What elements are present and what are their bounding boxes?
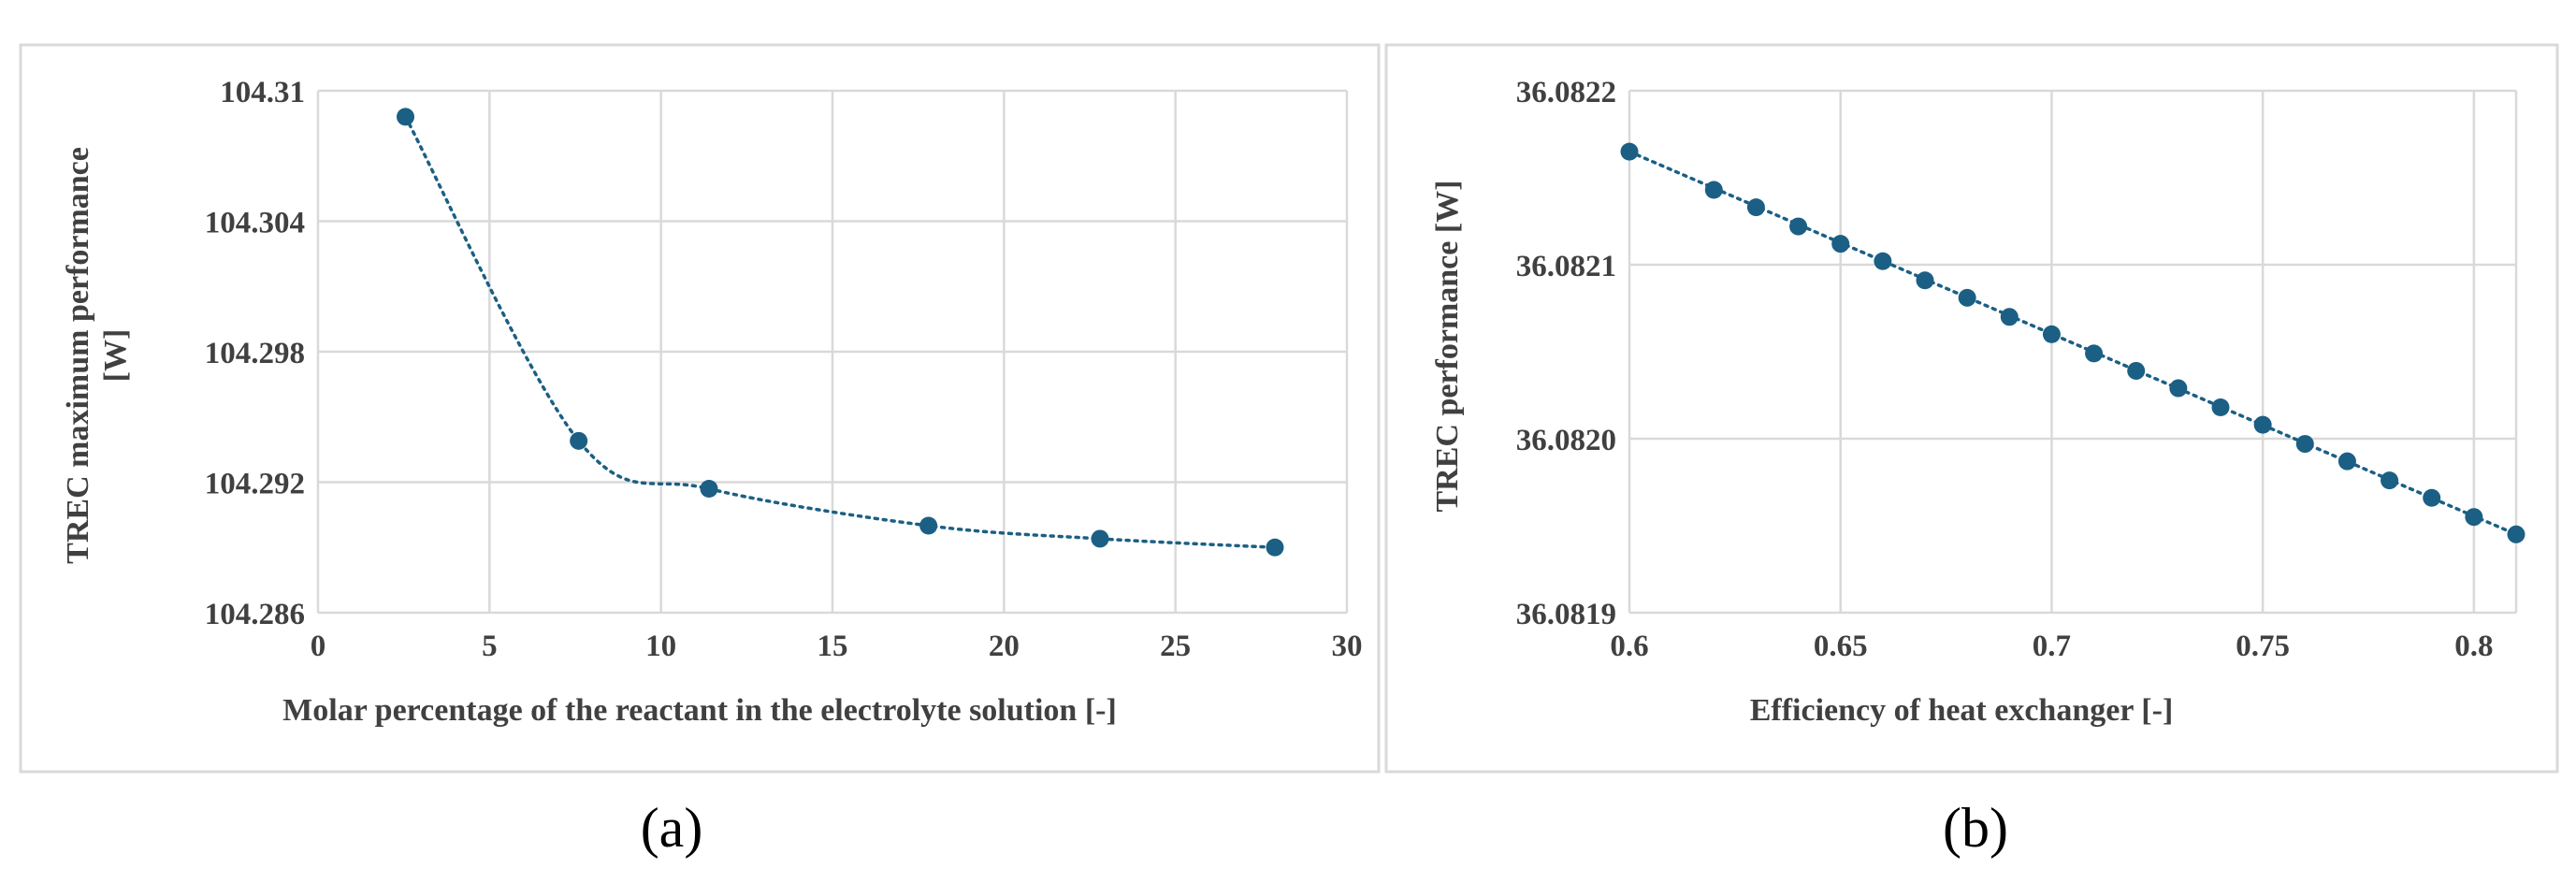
panel-b-data-point [1704,181,1723,199]
panel-b-x-tick-label: 0.65 [1814,630,1868,663]
panel-b-data-point [2423,488,2441,507]
panel-b-x-axis-label: Efficiency of heat exchanger [-] [1750,693,2174,728]
panel-a-y-axis-label-line1: TREC maximum performance [61,147,95,564]
panel-a-y-ticks: 104.286 104.292 104.298 104.304 104.31 [205,76,305,631]
panel-b-data-point [2337,452,2356,470]
panel-b-data-point [2295,435,2314,454]
panel-b-frame [1384,43,2559,774]
panel-a-x-axis-label: Molar percentage of the reactant in the … [282,693,1117,728]
panel-a-y-tick-label: 104.304 [205,207,305,240]
panel-a-y-tick-label: 104.292 [205,468,305,501]
panel-a-x-tick-label: 20 [989,630,1020,663]
panel-b-data-point [2253,415,2272,434]
panel-b-data-point [2211,398,2230,417]
panel-b-data-point [1746,198,1765,217]
panel-a-frame [19,43,1381,774]
panel-a-gridlines [316,89,1349,615]
panel-b-data-point [2085,344,2104,363]
panel-a-data-point [1266,538,1284,557]
panel-a-y-tick-label: 104.286 [205,598,305,631]
panel-a-x-tick-label: 15 [818,630,848,663]
panel-a-points [397,108,1284,557]
panel-b-data-point [1916,271,1934,290]
panel-b-data-point [2465,508,2483,527]
panel-b-data-point [1831,235,1850,253]
panel-b-data-point [2042,325,2061,343]
panel-a-x-tick-label: 30 [1332,630,1363,663]
panel-a-x-tick-label: 5 [482,630,498,663]
panel-a-x-tick-label: 25 [1160,630,1191,663]
panel-b-y-tick-label: 36.0822 [1516,76,1616,109]
panel-b-data-point [1620,142,1639,161]
panel-b-data-point [2381,471,2399,490]
panel-b-y-ticks: 36.0819 36.0820 36.0821 36.0822 [1516,76,1616,631]
panel-b-data-point [2507,525,2525,543]
panel-a-data-point [1091,529,1109,548]
panel-b-data-point [2169,379,2188,398]
panel-b-data-point [1874,252,1892,270]
panel-b-data-point [1789,217,1808,236]
panel-b-data-point [2127,361,2146,380]
panel-a-x-tick-label: 10 [645,630,676,663]
panel-b-y-tick-label: 36.0820 [1516,424,1616,457]
panel-b-y-tick-label: 36.0819 [1516,598,1616,631]
panel-b-y-axis-label: TREC performance [W] [1430,180,1465,512]
panel-a-caption: (a) [641,797,703,859]
chart-panel-a: 0 5 10 15 20 25 30 104.286 104.292 104.298 104.30… [19,43,1381,859]
panel-a-y-axis-label-line2: [W] [98,329,133,383]
panel-b-x-tick-label: 0.7 [2033,630,2071,663]
panel-a-y-tick-label: 104.31 [220,76,305,109]
panel-a-data-point [397,108,414,126]
panel-b-points [1620,142,2525,543]
panel-b-x-ticks: 0.6 0.65 0.7 0.75 0.8 [1610,630,2493,663]
panel-a-x-ticks: 0 5 10 15 20 25 30 [311,630,1363,663]
panel-a-data-point [700,479,718,498]
chart-panel-b: 0.6 0.65 0.7 0.75 0.8 36.081936.082036.08213… [1384,43,2559,859]
panel-b-data-point [1958,288,1976,307]
panel-a-data-point [570,431,588,450]
panel-a-y-tick-label: 104.298 [205,337,305,370]
panel-b-x-tick-label: 0.75 [2236,630,2290,663]
panel-b-data-point [2000,308,2019,326]
panel-b-x-tick-label: 0.6 [1610,630,1648,663]
panel-a-data-point [919,516,938,535]
panel-b-y-tick-label: 36.0821 [1516,250,1616,283]
panel-b-x-tick-label: 0.8 [2454,630,2493,663]
panel-a-x-tick-label: 0 [311,630,326,663]
panel-b-caption: (b) [1943,797,2008,859]
panel-b-trendline [1628,150,2518,537]
